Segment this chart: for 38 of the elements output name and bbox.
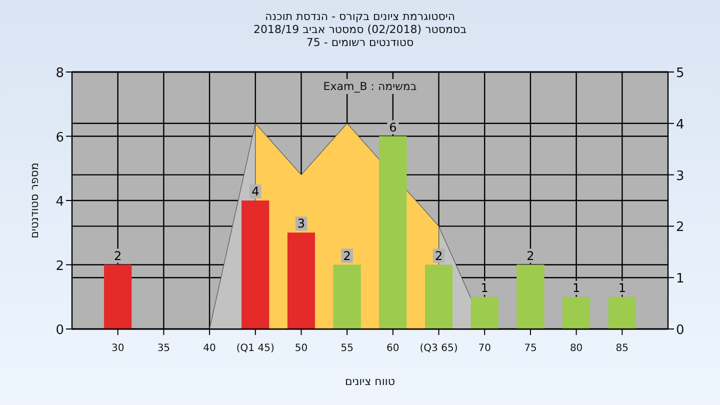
- x-tick-label: 50: [294, 343, 308, 354]
- x-tick-label: 70: [478, 343, 491, 354]
- x-tick-label: (Q1 45): [236, 343, 274, 354]
- data-label: 1: [618, 280, 626, 295]
- data-label: 4: [252, 184, 260, 198]
- data-label: 6: [389, 120, 397, 134]
- x-tick-label: 85: [616, 343, 629, 354]
- data-label: 2: [343, 248, 351, 263]
- data-label: 2: [114, 248, 122, 263]
- data-label: 1: [480, 280, 488, 295]
- y-tick-label: 2: [56, 258, 64, 274]
- y2-tick-label: 0: [676, 323, 684, 338]
- x-tick-label: 40: [203, 343, 216, 354]
- y-tick-label: 0: [56, 323, 64, 338]
- x-tick-label: 60: [386, 343, 400, 354]
- y2-tick-label: 4: [676, 117, 684, 132]
- x-tick-label: 55: [340, 343, 354, 354]
- y2-tick-label: 3: [676, 168, 684, 184]
- chart-subtitle: בסמסטר (02/2018) סמסטר אביב 2018/19 סטודנטים רשומים - 75: [253, 23, 467, 49]
- y-tick-label: 4: [56, 194, 64, 210]
- x-tick-label: 35: [157, 343, 170, 354]
- y2-tick-label: 1: [676, 272, 684, 287]
- y2-tick-label: 5: [676, 66, 684, 81]
- x-tick-label: 80: [570, 343, 583, 354]
- x-tick-label: (Q3 65): [420, 343, 458, 354]
- y-tick-label: 6: [56, 130, 64, 146]
- data-label: 2: [434, 248, 443, 263]
- y2-tick-label: 2: [676, 220, 684, 236]
- x-axis-title: טווח ציונים: [345, 375, 395, 388]
- x-tick-label: 75: [524, 343, 537, 354]
- data-label: 2: [526, 248, 534, 263]
- x-tick-label: 30: [111, 343, 124, 354]
- y-axis-title: מספר סטודנטים: [28, 162, 41, 238]
- data-label: 3: [297, 216, 306, 231]
- annotation: במשימה : Exam_B: [323, 80, 417, 93]
- y-tick-label: 8: [56, 66, 64, 81]
- chart-title: היסטוגרמת ציונים בקורס - הנדסת תוכנה: [264, 10, 456, 23]
- data-label: 1: [572, 280, 580, 295]
